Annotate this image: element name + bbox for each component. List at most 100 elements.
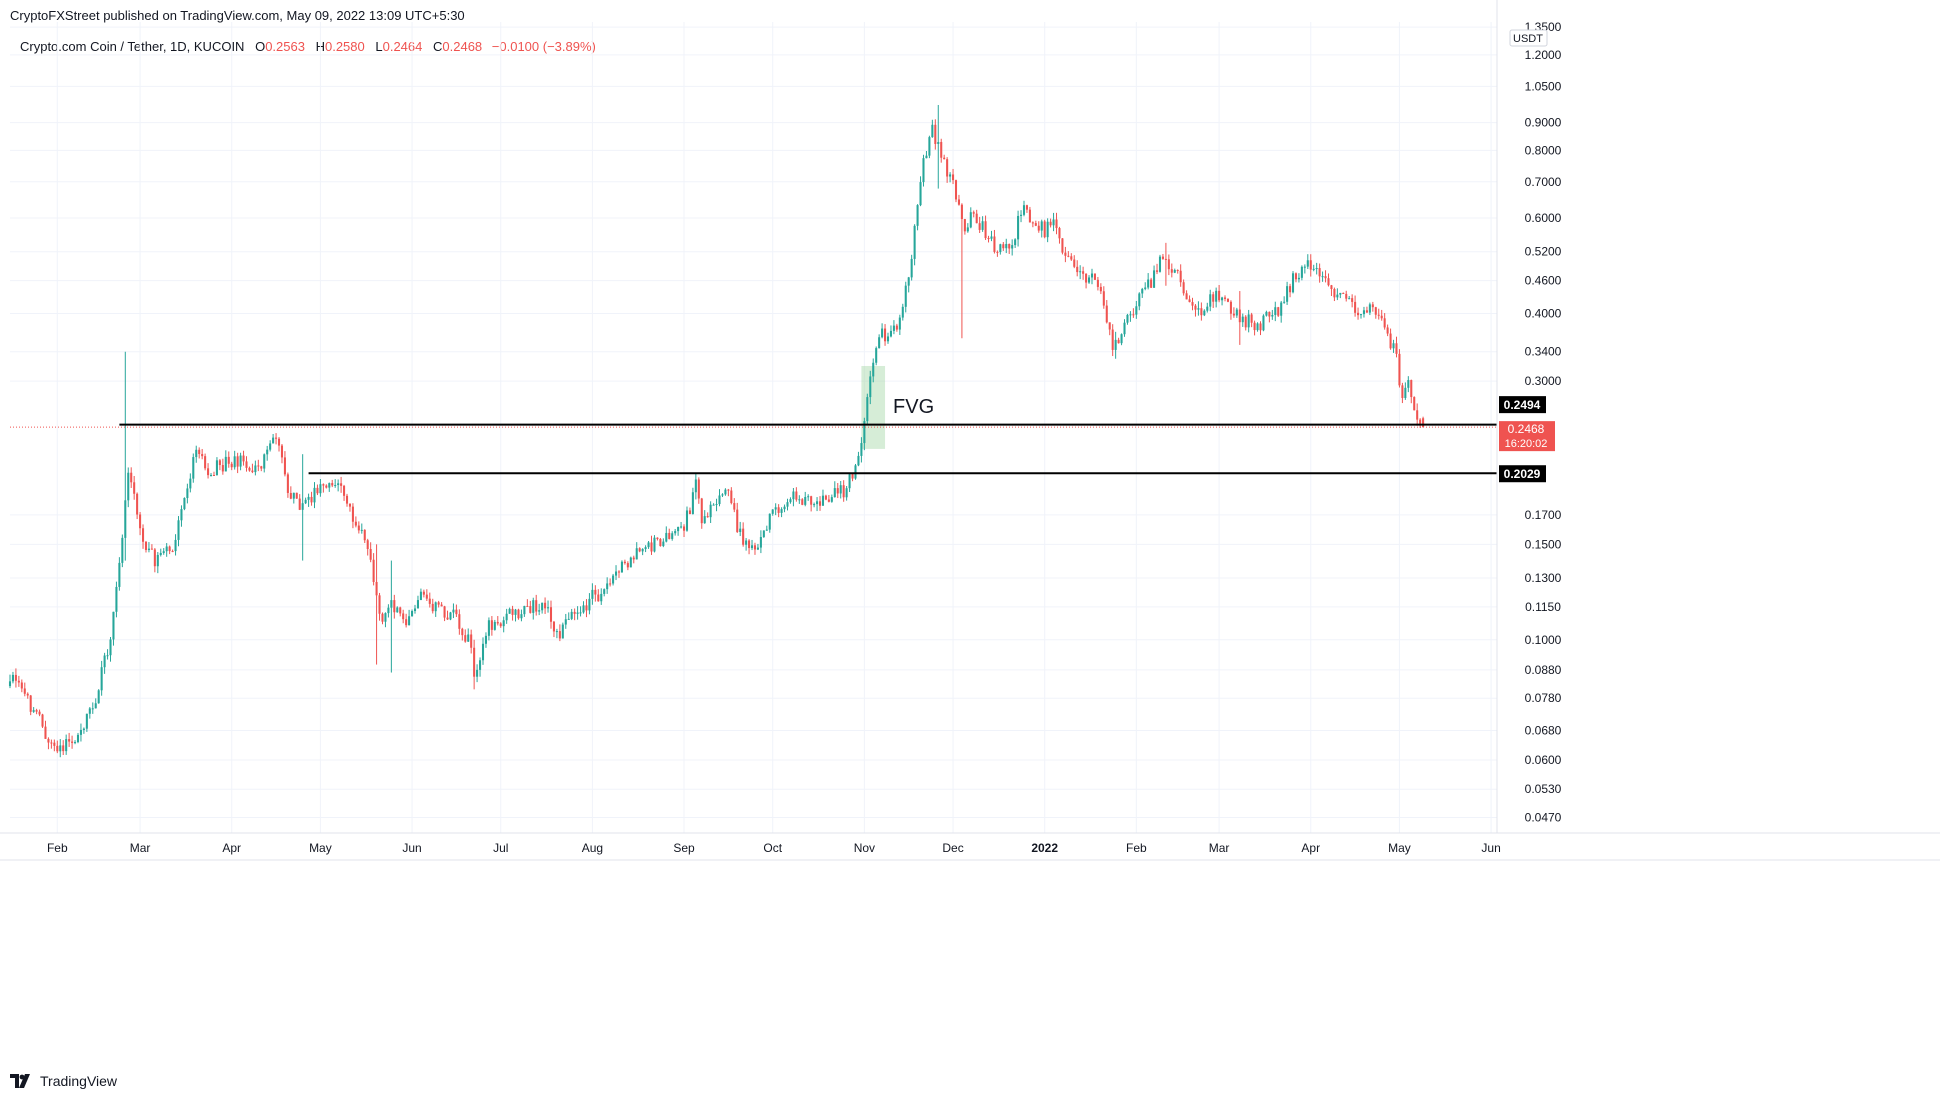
close-label: C: [433, 39, 443, 54]
candle-down: [393, 600, 396, 613]
candle-up: [1256, 323, 1259, 331]
candle-up: [1120, 334, 1123, 344]
candle-up: [32, 710, 35, 712]
candle-down: [150, 548, 153, 550]
candle-down: [638, 548, 641, 552]
candle-down: [35, 710, 38, 712]
candle-up: [195, 449, 198, 458]
candle-down: [201, 454, 204, 457]
candle-up: [419, 591, 422, 601]
candle-up: [1262, 315, 1265, 331]
candle-down: [443, 606, 446, 618]
candle-up: [937, 142, 940, 144]
candle-down: [697, 479, 700, 499]
candle-up: [59, 745, 62, 752]
candle-up: [588, 598, 591, 611]
candle-down: [972, 212, 975, 214]
candle-up: [709, 504, 712, 518]
x-tick-label: Jul: [493, 841, 508, 855]
candle-down: [499, 623, 502, 627]
candle-up: [644, 547, 647, 550]
candle-down: [144, 541, 148, 550]
candle-up: [479, 660, 482, 670]
candle-down: [354, 521, 357, 526]
candle-up: [319, 484, 322, 494]
candle-down: [1179, 270, 1182, 283]
candle-down: [1383, 318, 1386, 328]
candle-down: [1105, 305, 1108, 323]
x-tick-label: 2022: [1031, 841, 1058, 855]
candle-down: [236, 456, 239, 467]
candle-down: [1076, 266, 1079, 273]
x-tick-label: Nov: [854, 841, 875, 855]
candle-down: [399, 607, 402, 614]
tradingview-logo-icon: [10, 1074, 30, 1088]
candle-down: [1354, 301, 1357, 313]
candle-down: [340, 483, 343, 486]
candle-down: [139, 514, 142, 529]
candle-up: [715, 504, 718, 506]
candle-up: [118, 562, 121, 587]
candle-down: [242, 455, 245, 462]
candle-down: [558, 631, 561, 639]
candle-down: [952, 174, 955, 181]
candle-down: [1194, 305, 1197, 310]
candle-up: [1209, 294, 1212, 307]
candle-up: [127, 472, 130, 501]
candle-up: [860, 443, 863, 456]
candle-up: [233, 456, 236, 468]
candle-up: [1147, 279, 1150, 288]
candle-up: [452, 609, 455, 613]
candle-up: [1052, 219, 1055, 226]
candle-up: [762, 530, 765, 538]
y-tick-label: 0.1500: [1525, 537, 1562, 551]
y-tick-label: 0.1700: [1525, 508, 1562, 522]
candle-down: [316, 487, 319, 494]
candle-up: [505, 613, 508, 621]
candle-up: [1306, 260, 1309, 267]
candle-down: [1389, 333, 1392, 349]
candle-up: [641, 549, 644, 552]
low-label: L: [375, 39, 383, 54]
candle-up: [813, 504, 816, 506]
candle-up: [484, 635, 487, 644]
candle-up: [1315, 268, 1318, 270]
candle-down: [405, 619, 408, 626]
candle-up: [1215, 290, 1218, 302]
candle-up: [269, 443, 272, 450]
candle-up: [1197, 308, 1200, 310]
candle-down: [136, 493, 139, 515]
candle-up: [677, 526, 680, 532]
candle-up: [493, 621, 496, 630]
candle-up: [999, 244, 1002, 253]
candle-down: [41, 714, 44, 727]
candle-up: [523, 605, 526, 615]
candle-up: [97, 690, 100, 704]
candle-up: [685, 510, 689, 531]
candle-down: [62, 745, 65, 752]
open-label: O: [255, 39, 266, 54]
candle-up: [189, 478, 192, 489]
candle-down: [378, 595, 381, 614]
candle-up: [1265, 311, 1268, 316]
candle-up: [600, 593, 603, 602]
candle-down: [431, 603, 434, 612]
candle-down: [529, 606, 532, 613]
candle-down: [251, 470, 254, 473]
candle-up: [1020, 214, 1023, 216]
candle-up: [922, 158, 925, 183]
x-tick-label: Sep: [673, 841, 695, 855]
candle-down: [1380, 315, 1383, 319]
candle-down: [1259, 323, 1262, 331]
candle-down: [742, 528, 745, 545]
candle-down: [207, 468, 210, 476]
candle-up: [771, 509, 774, 514]
candle-down: [71, 741, 74, 743]
candle-down: [1182, 282, 1185, 294]
y-tick-label: 0.4600: [1525, 274, 1562, 288]
y-tick-label: 0.4000: [1525, 306, 1562, 320]
candle-down: [1232, 313, 1235, 316]
candle-down: [688, 510, 691, 514]
candle-down: [996, 251, 999, 253]
